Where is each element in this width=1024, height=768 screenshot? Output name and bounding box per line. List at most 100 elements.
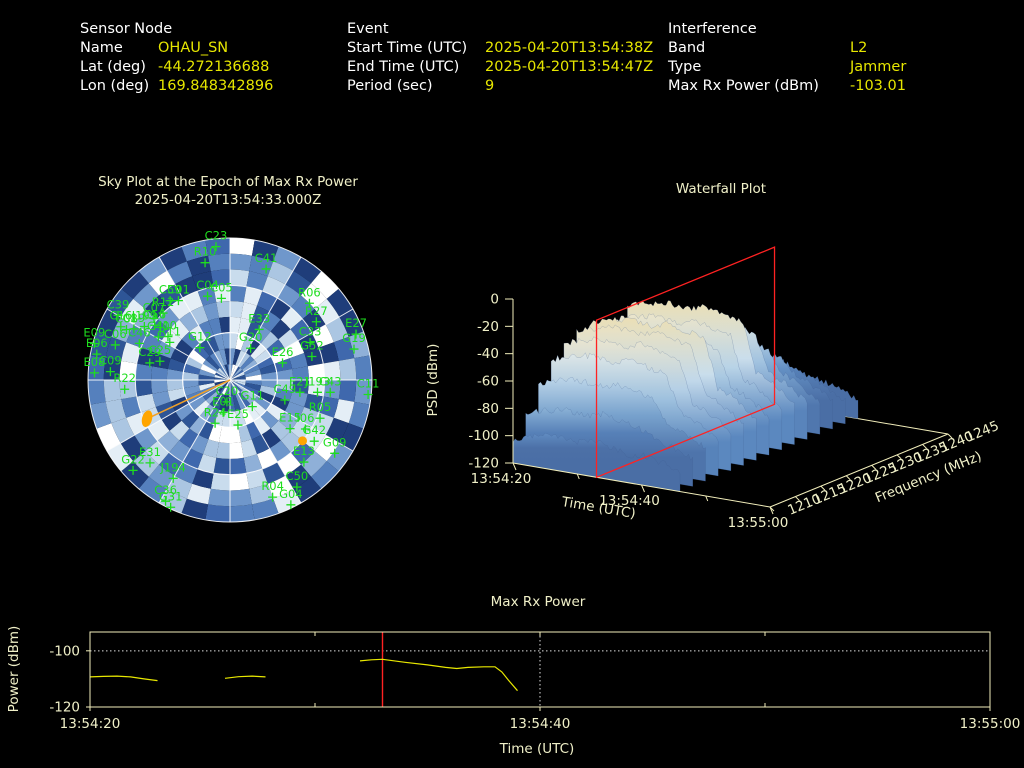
type-row: Type Jammer: [668, 58, 906, 77]
sky-cell: [230, 377, 246, 380]
sky-cell: [224, 364, 230, 380]
satellite-C11: C11: [357, 377, 380, 400]
y-tick-label: -100: [49, 643, 80, 659]
sky-cell: [333, 336, 355, 361]
sky-cell: [254, 395, 271, 411]
sky-cell: [213, 457, 230, 475]
sky-cell: [293, 257, 322, 284]
sky-cell: [240, 335, 254, 353]
sky-cell: [175, 339, 194, 357]
satellite-label: C08: [115, 312, 138, 326]
sky-cell: [232, 348, 241, 366]
satellite-C36: C36: [154, 483, 177, 506]
satellite-marker: [145, 458, 155, 468]
sky-cell: [267, 475, 294, 499]
interference-panel: Interference Band L2 Type Jammer Max Rx …: [668, 20, 906, 96]
sky-cell: [200, 364, 217, 375]
satellite-label: G09: [323, 435, 347, 449]
sky-cell: [243, 286, 263, 306]
sky-cell: [214, 350, 225, 367]
satellite-marker: [166, 502, 176, 512]
satellite-R10: R10: [194, 245, 216, 268]
sky-cell: [214, 374, 230, 380]
satellite-marker: [278, 358, 288, 368]
satellite-label: E27: [345, 316, 367, 330]
satellite-I06: I06: [296, 411, 314, 434]
sky-cell: [292, 380, 309, 394]
sky-cell: [161, 329, 182, 349]
satellite-marker: [149, 313, 159, 323]
sky-cell: [157, 430, 180, 453]
sky-cell: [238, 424, 252, 443]
sky-cell: [167, 388, 186, 402]
satellite-label: C49: [274, 382, 297, 396]
sky-cell: [261, 380, 278, 389]
sensor-node-title: Sensor Node: [80, 21, 173, 37]
sky-cell: [214, 380, 230, 383]
sky-cell: [240, 407, 254, 425]
sky-cell: [90, 331, 112, 359]
sky-cell: [323, 360, 341, 380]
type-value: Jammer: [850, 59, 907, 75]
sky-cell: [253, 325, 271, 344]
sky-cell: [206, 407, 220, 425]
sky-cell: [293, 476, 322, 503]
sky-cell: [289, 390, 308, 407]
sky-cell: [227, 364, 230, 380]
sky-cell: [202, 359, 218, 373]
sky-cell: [227, 380, 230, 396]
satellite-marker: [110, 340, 120, 350]
satellite-marker: [247, 402, 257, 412]
sky-cell: [311, 271, 339, 299]
satellite-E01: E01: [212, 394, 234, 417]
psd-tick-label: -120: [468, 456, 499, 472]
sky-cell: [185, 356, 203, 370]
sky-cell: [261, 428, 281, 449]
sky-cell: [260, 410, 279, 429]
lon-label: Lon (deg): [80, 78, 150, 94]
satellite-label: E25: [227, 407, 249, 421]
satellite-label: E08: [84, 355, 106, 369]
satellite-C29: C29: [138, 345, 161, 368]
sky-cell: [270, 319, 291, 340]
sky-cell: [262, 276, 286, 299]
satellite-label: C41: [255, 251, 278, 265]
sky-cell: [314, 298, 340, 325]
satellite-R27: R27: [305, 304, 328, 327]
satellite-label: C11: [357, 377, 380, 391]
satellite-C59: C59: [159, 283, 182, 306]
sky-cell: [304, 393, 324, 413]
sky-cell: [230, 473, 250, 491]
sky-cell: [224, 348, 230, 365]
satellite-C25: C25: [149, 343, 171, 366]
sky-cell: [266, 339, 285, 357]
sky-cell: [136, 347, 156, 367]
satellite-label: E13: [293, 444, 315, 458]
sky-cell: [276, 380, 294, 391]
sky-cell: [253, 416, 271, 435]
sky-cell: [181, 240, 209, 262]
sky-cell: [230, 364, 236, 380]
sky-cell: [244, 369, 262, 378]
freq-tick: [820, 485, 826, 491]
sky-cell: [325, 417, 349, 444]
sky-cell: [221, 332, 230, 349]
sky-cell: [198, 420, 214, 440]
end-time-row: End Time (UTC) 2025-04-20T13:54:47Z: [347, 58, 653, 77]
sky-cell: [260, 331, 279, 350]
sky-cell: [135, 380, 153, 397]
sky-cell: [242, 359, 258, 373]
sensor-name-row: Name OHAU_SN: [80, 39, 273, 58]
sky-cell: [243, 385, 260, 396]
satellite-label: G04: [279, 487, 303, 501]
sky-cell: [250, 343, 267, 360]
sky-cell: [190, 434, 209, 455]
sky-cell: [326, 443, 353, 472]
sky-cell: [145, 440, 170, 465]
sky-cell: [216, 442, 230, 459]
waterfall-title: Waterfall Plot: [676, 181, 766, 197]
sensor-node-panel: Sensor Node Name OHAU_SN Lat (deg) -44.2…: [80, 20, 273, 96]
sky-cell: [103, 358, 122, 380]
sky-cell: [237, 352, 251, 368]
sky-cell: [174, 461, 198, 484]
